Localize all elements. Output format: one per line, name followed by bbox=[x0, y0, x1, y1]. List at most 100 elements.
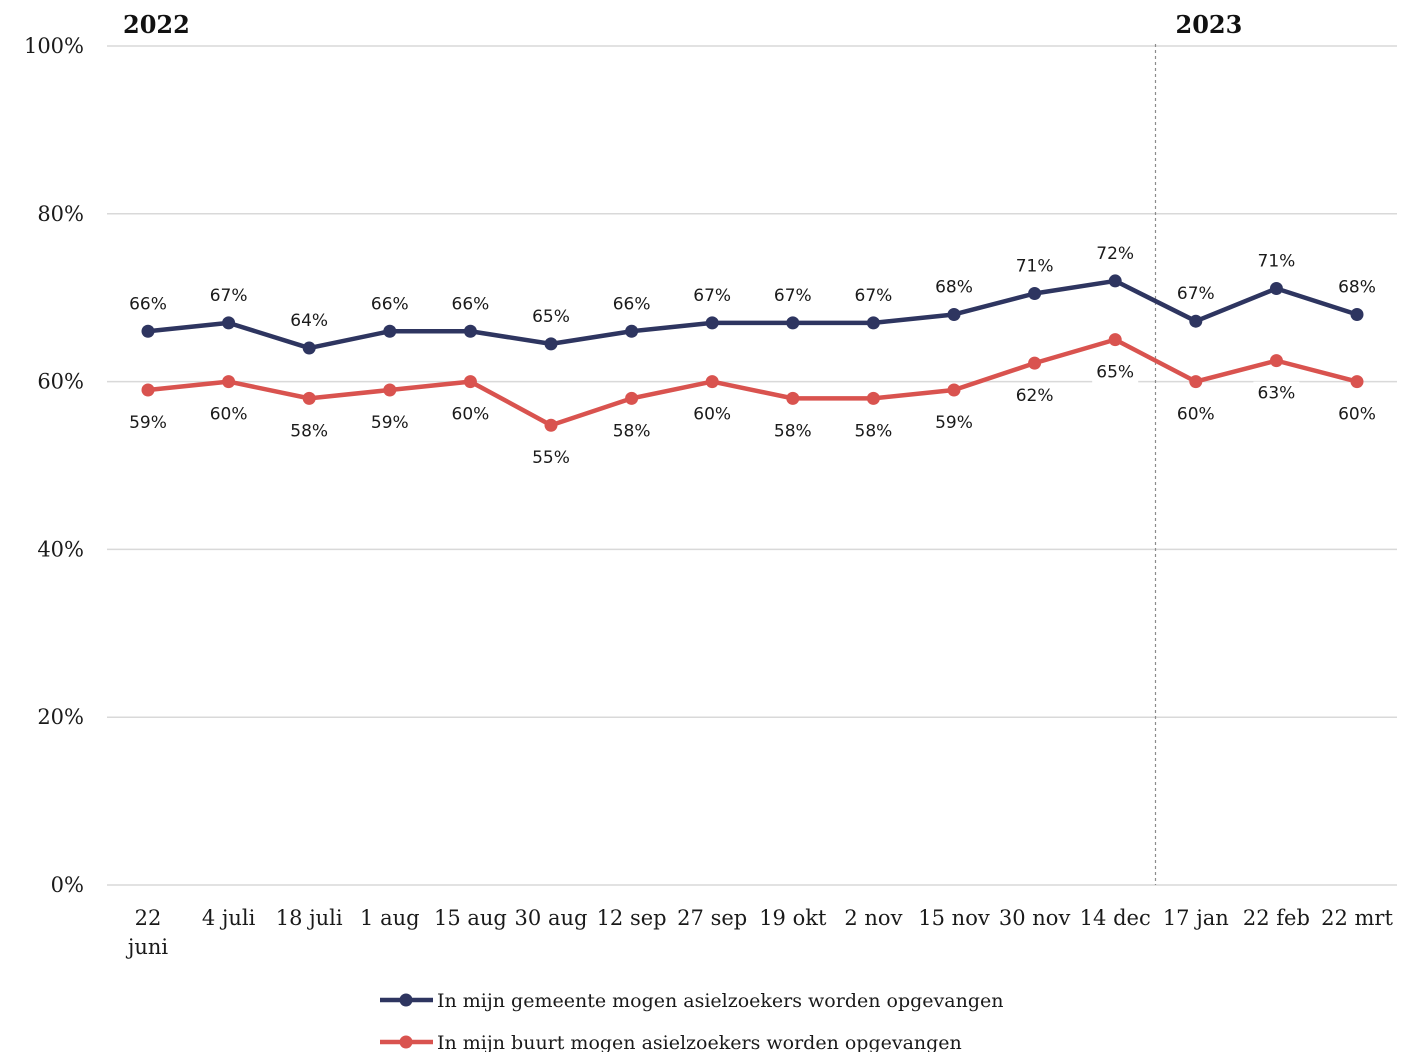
x-tick-label: 22 feb bbox=[1243, 906, 1310, 930]
data-point bbox=[947, 383, 961, 397]
data-label: 66% bbox=[613, 294, 651, 314]
data-label-bg bbox=[608, 292, 655, 315]
y-tick-label: 80% bbox=[37, 202, 84, 226]
data-point bbox=[786, 316, 800, 330]
y-tick-label: 100% bbox=[24, 34, 84, 58]
data-label-bg bbox=[850, 283, 897, 306]
x-tick-label: 30 nov bbox=[999, 906, 1071, 930]
data-label-bg bbox=[608, 419, 655, 442]
data-label: 60% bbox=[1177, 405, 1215, 425]
data-label-bg bbox=[1011, 384, 1058, 407]
data-point bbox=[302, 391, 316, 405]
data-label-bg bbox=[125, 410, 171, 433]
data-label: 58% bbox=[855, 421, 893, 441]
data-point bbox=[625, 391, 639, 405]
x-tick-label: 2 nov bbox=[844, 906, 902, 930]
data-label: 68% bbox=[935, 277, 973, 297]
series bbox=[141, 274, 1364, 432]
data-label: 60% bbox=[452, 405, 490, 425]
data-label: 58% bbox=[290, 421, 328, 441]
data-label: 65% bbox=[1096, 363, 1134, 383]
data-point bbox=[222, 375, 236, 389]
data-point bbox=[625, 324, 639, 338]
data-point bbox=[1108, 333, 1122, 347]
data-point bbox=[222, 316, 236, 330]
y-tick-label: 20% bbox=[37, 705, 84, 729]
x-tick-label: 19 okt bbox=[759, 906, 827, 930]
data-point bbox=[947, 307, 961, 321]
y-axis: 0% 20% 40% 60% 80% 100% bbox=[24, 34, 84, 897]
data-point bbox=[302, 341, 316, 355]
data-point bbox=[705, 316, 719, 330]
data-point bbox=[1189, 375, 1203, 389]
data-label: 67% bbox=[855, 286, 893, 306]
data-point bbox=[1108, 274, 1122, 288]
data-label-bg bbox=[286, 419, 333, 442]
data-label-bg bbox=[1172, 402, 1219, 425]
data-label-bg bbox=[1092, 360, 1139, 383]
data-label: 68% bbox=[1338, 277, 1376, 297]
data-label-bg bbox=[1253, 249, 1300, 272]
x-tick-label: 22 juni bbox=[125, 906, 169, 959]
data-label: 66% bbox=[371, 294, 409, 314]
data-label-bg bbox=[689, 283, 736, 306]
x-tick-label: 4 juli bbox=[202, 906, 256, 930]
data-label: 58% bbox=[613, 421, 651, 441]
data-label-bg bbox=[528, 304, 574, 327]
data-label: 65% bbox=[532, 307, 570, 327]
data-point bbox=[1350, 375, 1364, 389]
x-tick-label: 18 juli bbox=[276, 906, 343, 930]
data-point bbox=[463, 375, 477, 389]
data-label-bg bbox=[1092, 241, 1139, 264]
data-label: 72% bbox=[1096, 244, 1134, 264]
series-line bbox=[145, 337, 1360, 428]
data-label: 67% bbox=[693, 286, 731, 306]
data-label: 67% bbox=[774, 286, 812, 306]
data-label: 59% bbox=[371, 413, 409, 433]
data-point bbox=[141, 383, 155, 397]
year-label: 2023 bbox=[1176, 10, 1243, 39]
data-point bbox=[705, 375, 719, 389]
data-label-bg bbox=[286, 309, 333, 332]
data-label-bg bbox=[205, 283, 252, 306]
data-label: 67% bbox=[210, 286, 248, 306]
y-tick-label: 40% bbox=[37, 537, 84, 561]
data-point bbox=[463, 324, 477, 338]
x-tick-label: 17 jan bbox=[1163, 906, 1229, 930]
data-point bbox=[544, 418, 558, 432]
legend: In mijn gemeente mogen asielzoekers word… bbox=[380, 990, 1003, 1052]
data-point bbox=[141, 324, 155, 338]
data-label: 63% bbox=[1258, 384, 1296, 404]
data-label-bg bbox=[205, 402, 252, 425]
data-label: 60% bbox=[1338, 405, 1376, 425]
data-label-bg bbox=[366, 410, 413, 433]
y-tick-label: 0% bbox=[51, 873, 84, 897]
data-point bbox=[383, 324, 397, 338]
data-point bbox=[1028, 287, 1042, 301]
data-label-bg bbox=[366, 292, 413, 315]
data-label-bg bbox=[447, 292, 494, 315]
data-label: 59% bbox=[935, 413, 973, 433]
x-tick-label: 30 aug bbox=[515, 906, 588, 930]
data-label-bg bbox=[1334, 275, 1380, 298]
data-point bbox=[544, 337, 558, 351]
x-tick-label: 1 aug bbox=[360, 906, 420, 930]
data-label: 66% bbox=[452, 294, 490, 314]
year-markers: 2022 2023 bbox=[123, 10, 1242, 885]
x-axis: 22 juni 4 juli 18 juli 1 aug 15 aug 30 aug 12 s… bbox=[125, 906, 1394, 959]
data-label: 71% bbox=[1016, 257, 1054, 277]
data-label: 64% bbox=[290, 311, 328, 331]
data-label: 58% bbox=[774, 421, 812, 441]
data-label-bg bbox=[1011, 254, 1058, 277]
x-tick-label: 12 sep bbox=[597, 906, 667, 930]
data-label-bg bbox=[931, 275, 977, 298]
data-label-bg bbox=[1172, 282, 1219, 305]
data-label: 67% bbox=[1177, 284, 1215, 304]
x-tick-label: 22 mrt bbox=[1321, 906, 1393, 930]
data-label: 55% bbox=[532, 448, 570, 468]
series-line bbox=[145, 278, 1360, 351]
data-label: 66% bbox=[129, 294, 167, 314]
data-point bbox=[1269, 354, 1283, 368]
data-label: 59% bbox=[129, 413, 167, 433]
